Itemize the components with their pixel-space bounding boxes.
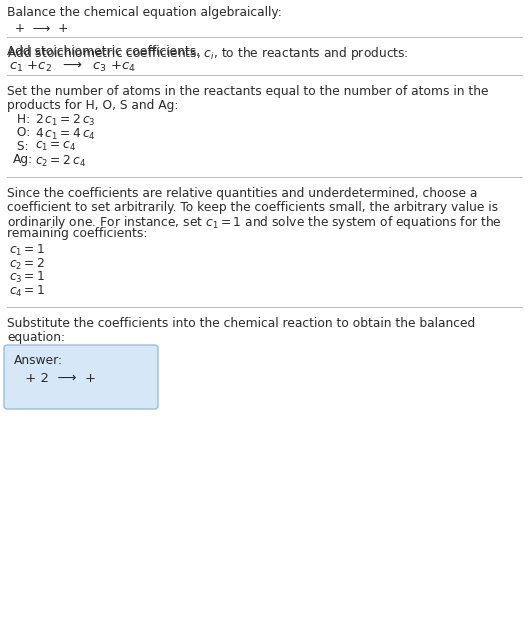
Text: +  ⟶  +: + ⟶ +	[11, 22, 72, 34]
Text: $c_1$ $+c_2$  $\longrightarrow$  $c_3$ $+c_4$: $c_1$ $+c_2$ $\longrightarrow$ $c_3$ $+c…	[9, 60, 136, 74]
Text: $c_2 = 2\,c_4$: $c_2 = 2\,c_4$	[35, 153, 86, 169]
Text: Since the coefficients are relative quantities and underdetermined, choose a: Since the coefficients are relative quan…	[7, 187, 477, 200]
Text: equation:: equation:	[7, 330, 65, 343]
Text: Add stoichiometric coefficients,: Add stoichiometric coefficients,	[7, 45, 204, 58]
Text: O:: O:	[13, 126, 30, 140]
Text: Ag:: Ag:	[13, 153, 33, 166]
Text: products for H, O, S and Ag:: products for H, O, S and Ag:	[7, 98, 178, 112]
Text: $c_4 = 1$: $c_4 = 1$	[9, 283, 45, 298]
Text: Add stoichiometric coefficients, $c_i$, to the reactants and products:: Add stoichiometric coefficients, $c_i$, …	[7, 45, 408, 62]
Text: $c_2 = 2$: $c_2 = 2$	[9, 257, 45, 272]
Text: Set the number of atoms in the reactants equal to the number of atoms in the: Set the number of atoms in the reactants…	[7, 85, 488, 98]
Text: coefficient to set arbitrarily. To keep the coefficients small, the arbitrary va: coefficient to set arbitrarily. To keep …	[7, 201, 498, 214]
FancyBboxPatch shape	[4, 345, 158, 409]
Text: $c_3 = 1$: $c_3 = 1$	[9, 270, 45, 285]
Text: $c_1 = c_4$: $c_1 = c_4$	[35, 140, 76, 153]
Text: Answer:: Answer:	[14, 354, 63, 367]
Text: S:: S:	[13, 140, 29, 153]
Text: $4\,c_1 = 4\,c_4$: $4\,c_1 = 4\,c_4$	[35, 126, 96, 141]
Text: Balance the chemical equation algebraically:: Balance the chemical equation algebraica…	[7, 6, 282, 19]
Text: $2\,c_1 = 2\,c_3$: $2\,c_1 = 2\,c_3$	[35, 113, 96, 128]
Text: + 2  ⟶  +: + 2 ⟶ +	[21, 371, 101, 384]
Text: Substitute the coefficients into the chemical reaction to obtain the balanced: Substitute the coefficients into the che…	[7, 317, 475, 330]
Text: $c_1 = 1$: $c_1 = 1$	[9, 243, 45, 258]
Text: remaining coefficients:: remaining coefficients:	[7, 227, 148, 240]
Text: ordinarily one. For instance, set $c_1 = 1$ and solve the system of equations fo: ordinarily one. For instance, set $c_1 =…	[7, 214, 502, 231]
Text: H:: H:	[13, 113, 30, 126]
